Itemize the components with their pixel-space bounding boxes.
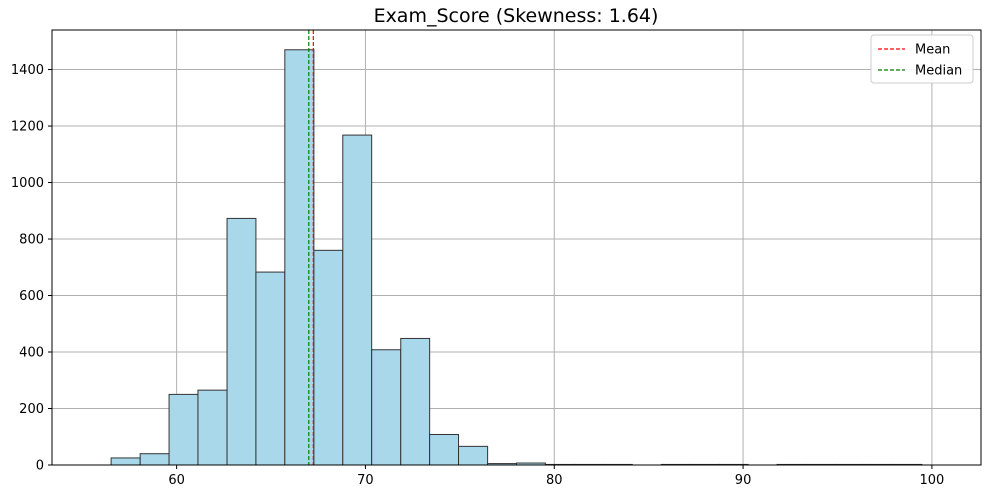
histogram-bar [458,445,489,466]
histogram-bar [313,249,344,466]
x-tick-label: 100 [919,473,944,488]
y-axis-ticks: 0 200 400 600 800 1000 1200 1400 [11,63,52,474]
chart-title: Exam_Score (Skewness: 1.64) [374,5,659,27]
legend-label: Median [915,64,962,79]
histogram-bar [284,49,315,466]
histogram-bar [139,453,170,466]
legend-box [870,34,974,84]
histogram-bar [429,433,460,466]
x-tick-label: 60 [168,473,185,488]
histogram-bar [400,337,431,466]
histogram-bar [168,393,199,466]
legend: Mean Median [870,34,974,84]
y-tick-label: 200 [19,402,44,417]
plot-frame [51,29,982,466]
y-tick-label: 800 [19,233,44,248]
x-axis-ticks: 60 70 80 90 100 [168,465,944,488]
y-tick-label: 1400 [11,63,44,78]
legend-label: Mean [915,43,950,58]
y-tick-label: 1200 [11,120,44,135]
reference-lines [308,30,314,465]
y-tick-label: 1000 [11,176,44,191]
y-tick-label: 600 [19,289,44,304]
histogram-bar [342,134,373,466]
x-tick-label: 90 [735,473,752,488]
histogram-bars [110,49,923,466]
y-tick-label: 0 [36,459,44,474]
histogram-bar [255,271,286,466]
histogram-bar [197,389,228,466]
y-tick-label: 400 [19,346,44,361]
histogram-bar [110,457,141,466]
x-tick-label: 80 [546,473,563,488]
histogram-bar [371,349,402,466]
histogram-bar [226,217,257,466]
x-tick-label: 70 [357,473,374,488]
